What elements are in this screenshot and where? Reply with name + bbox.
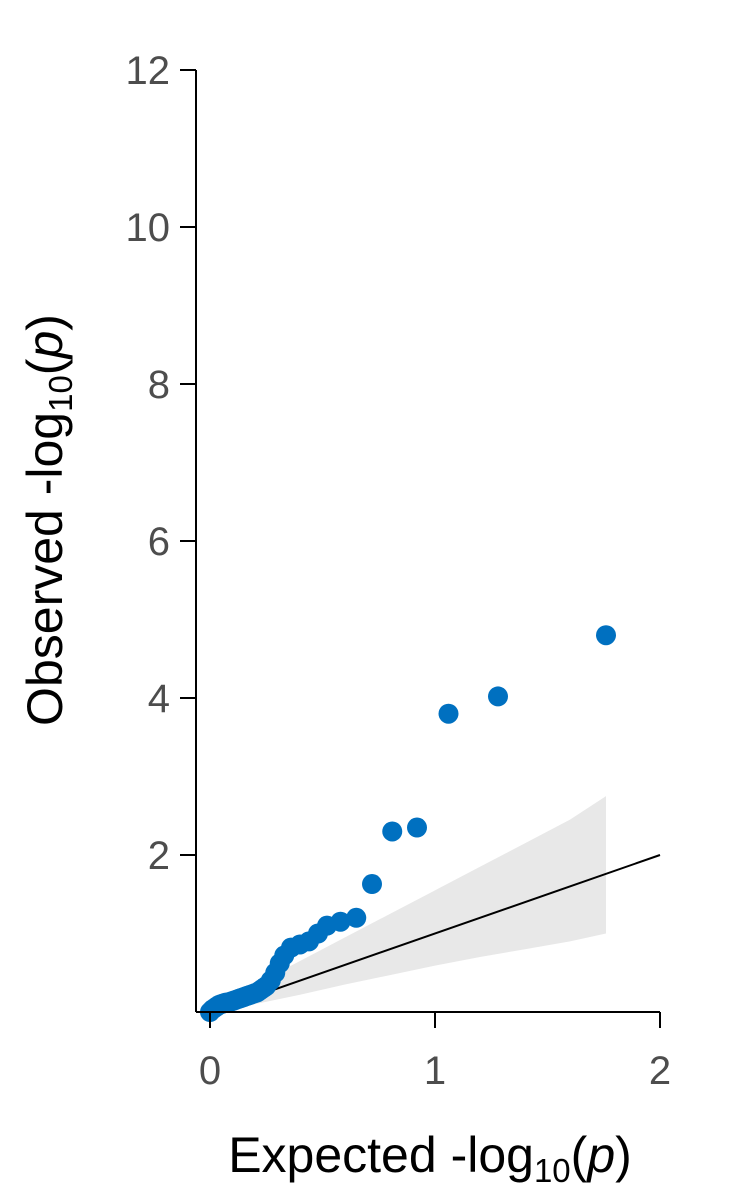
y-tick-label: 8	[148, 363, 170, 407]
x-axis-title-close-paren: )	[615, 1127, 632, 1183]
reference-line-layer	[209, 854, 661, 1013]
y-tick-label: 2	[148, 834, 170, 878]
data-point	[407, 817, 427, 838]
y-tick-label: 12	[126, 49, 171, 93]
data-point	[382, 821, 403, 842]
reference-line	[209, 854, 661, 1013]
y-tick-label: 6	[148, 520, 170, 564]
data-point	[488, 686, 508, 707]
x-axis-title: Expected -log10(p)	[228, 1127, 632, 1189]
data-point	[330, 911, 351, 932]
y-axis-title-prefix: Observed -log	[17, 412, 73, 726]
x-tick-label: 0	[199, 1049, 221, 1093]
y-axis-title-subscript: 10	[42, 375, 79, 412]
x-axis: 0 1 2	[196, 1011, 671, 1093]
y-axis-title-open-paren: (	[17, 358, 73, 375]
data-points-layer	[200, 625, 616, 1022]
confidence-band	[210, 796, 606, 1012]
data-point	[438, 703, 459, 724]
data-point	[346, 907, 367, 928]
y-tick-label: 4	[148, 677, 170, 721]
x-tick-label: 1	[424, 1049, 446, 1093]
y-axis-title: Observed -log10(p)	[17, 314, 79, 726]
x-axis-title-prefix: Expected -log	[228, 1127, 534, 1183]
x-axis-title-open-paren: (	[571, 1127, 588, 1183]
y-tick-label: 10	[126, 206, 171, 250]
data-point	[362, 874, 382, 895]
data-point	[596, 625, 616, 646]
y-axis-title-variable: p	[17, 331, 73, 361]
x-tick-label: 2	[649, 1049, 671, 1093]
y-axis-title-close-paren: )	[17, 314, 73, 331]
y-axis: 2 4 6 8 10 12	[126, 49, 197, 1012]
confidence-band-layer	[210, 796, 606, 1012]
x-axis-title-variable: p	[585, 1127, 615, 1183]
x-axis-title-subscript: 10	[534, 1152, 571, 1189]
